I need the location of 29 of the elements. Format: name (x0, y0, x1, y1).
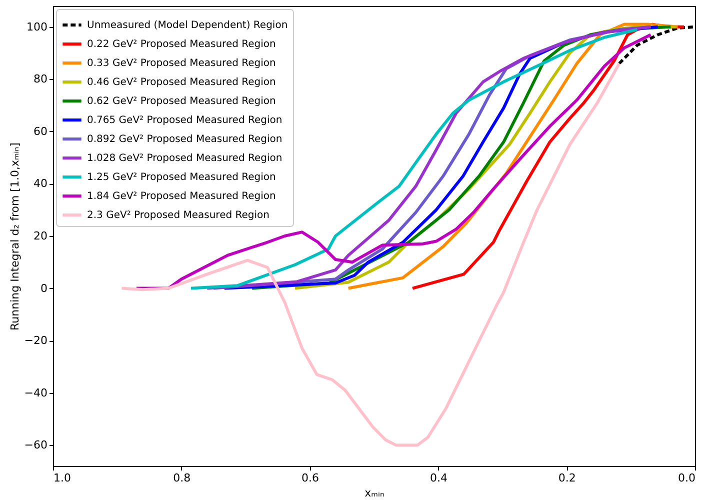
x-tick-label: 0.6 (302, 472, 320, 484)
line-series (618, 25, 695, 65)
legend-label: 1.84 GeV² Proposed Measured Region (87, 191, 276, 202)
legend-label: 2.3 GeV² Proposed Measured Region (87, 210, 270, 221)
legend-label: 1.028 GeV² Proposed Measured Region (87, 153, 282, 164)
y-tick-label: 60 (34, 124, 48, 138)
y-tick-label: −40 (24, 386, 48, 400)
legend-label: Unmeasured (Model Dependent) Region (87, 20, 288, 31)
y-tick-label: 100 (26, 20, 48, 34)
x-tick-label: 0.0 (678, 472, 696, 484)
y-tick-label: −60 (24, 438, 48, 452)
x-tick-label: 0.4 (430, 472, 448, 484)
y-tick-label: −20 (24, 334, 48, 348)
legend-label: 0.892 GeV² Proposed Measured Region (87, 134, 282, 145)
x-tick-label: 0.8 (173, 472, 191, 484)
y-tick-label: 40 (34, 177, 48, 190)
legend-label: 0.46 GeV² Proposed Measured Region (87, 77, 276, 88)
x-axis-title: xₘᵢₙ (364, 486, 384, 500)
y-tick-label: 20 (34, 230, 48, 242)
legend-label: 1.25 GeV² Proposed Measured Region (87, 172, 276, 183)
y-tick-label: 80 (34, 72, 48, 86)
y-tick-label: 0 (40, 282, 48, 295)
legend-label: 0.62 GeV² Proposed Measured Region (87, 96, 276, 107)
x-tick-label: 1.0 (54, 472, 71, 484)
x-tick-label: 0.2 (558, 472, 576, 484)
legend-label: 0.765 GeV² Proposed Measured Region (87, 115, 282, 126)
legend-label: 0.33 GeV² Proposed Measured Region (87, 58, 276, 69)
legend-label: 0.22 GeV² Proposed Measured Region (87, 39, 276, 50)
y-axis-title: Running Integral d₂ from [1.0,xₘᵢₙ] (8, 142, 22, 330)
